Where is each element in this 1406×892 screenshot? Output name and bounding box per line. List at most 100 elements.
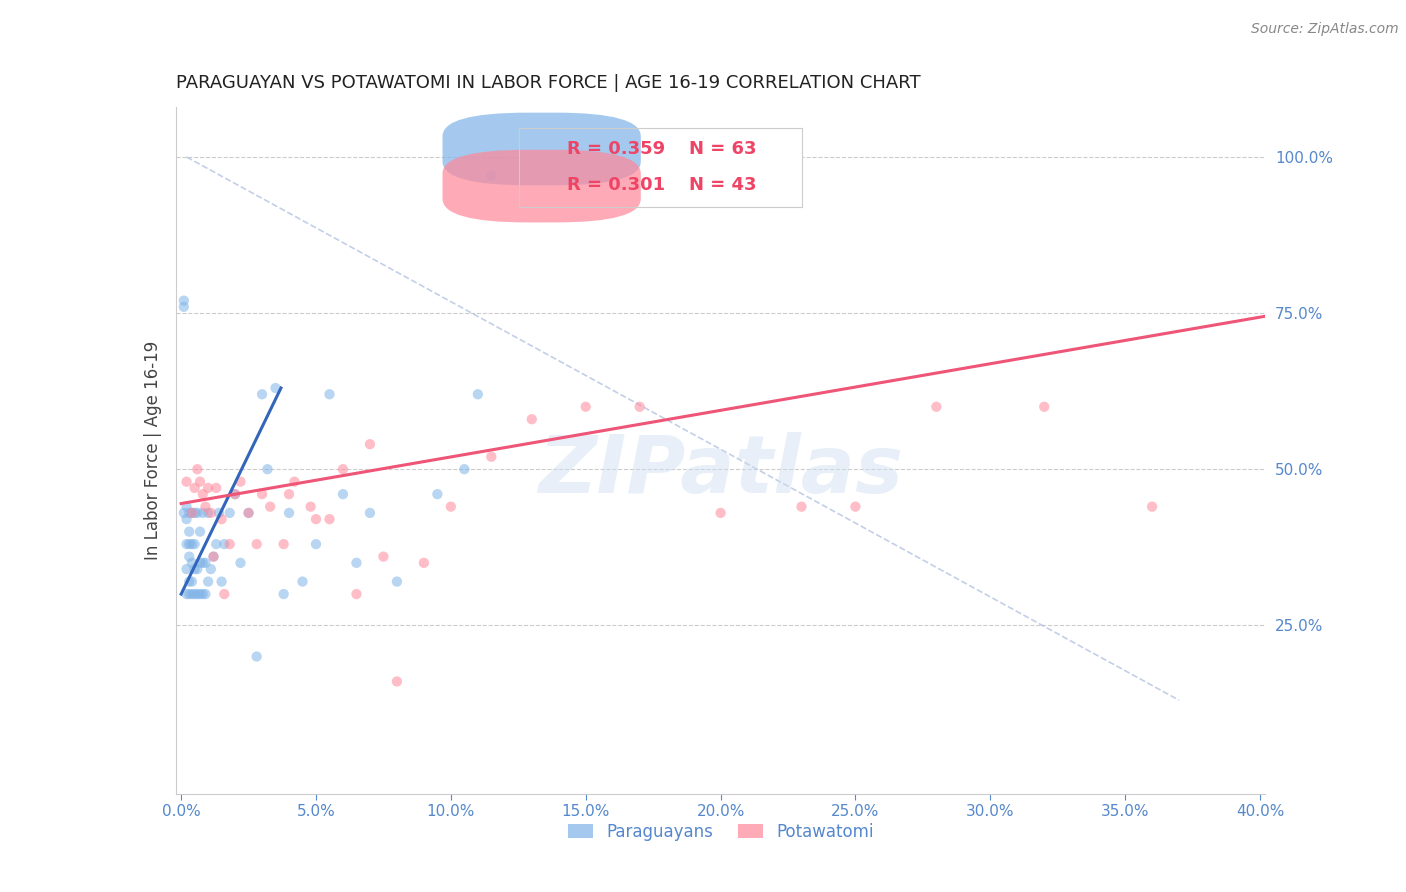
Point	[186, 562, 208, 576]
Point	[628, 400, 651, 414]
Point	[250, 487, 273, 501]
FancyBboxPatch shape	[443, 112, 641, 186]
Point	[256, 462, 278, 476]
Point	[318, 387, 340, 401]
Point	[183, 562, 205, 576]
Point	[186, 587, 208, 601]
Point	[305, 537, 328, 551]
Point	[246, 537, 269, 551]
Point	[1140, 500, 1163, 514]
Point	[299, 500, 322, 514]
Point	[179, 537, 201, 551]
Point	[291, 574, 314, 589]
Point	[479, 169, 502, 183]
Point	[214, 587, 236, 601]
Point	[183, 481, 205, 495]
Point	[191, 587, 214, 601]
Point	[179, 506, 201, 520]
Point	[373, 549, 395, 564]
Point	[208, 506, 231, 520]
Point	[332, 487, 354, 501]
Point	[229, 556, 252, 570]
Point	[176, 475, 198, 489]
Point	[176, 512, 198, 526]
Point	[197, 481, 219, 495]
Point	[346, 587, 368, 601]
Point	[412, 556, 434, 570]
Text: R = 0.359: R = 0.359	[567, 140, 665, 158]
Point	[224, 487, 246, 501]
Point	[283, 475, 305, 489]
Point	[191, 506, 214, 520]
Point	[179, 549, 201, 564]
Point	[278, 506, 301, 520]
Point	[925, 400, 948, 414]
Point	[264, 381, 287, 395]
FancyBboxPatch shape	[443, 150, 641, 222]
Point	[224, 487, 246, 501]
Point	[191, 556, 214, 570]
Point	[188, 587, 211, 601]
Point	[176, 587, 198, 601]
Point	[440, 500, 463, 514]
Point	[186, 462, 208, 476]
Point	[176, 500, 198, 514]
Point	[200, 506, 222, 520]
Point	[176, 562, 198, 576]
Point	[318, 512, 340, 526]
Point	[790, 500, 813, 514]
Text: R = 0.301: R = 0.301	[567, 177, 665, 194]
Point	[173, 506, 195, 520]
Point	[194, 556, 217, 570]
Point	[194, 500, 217, 514]
Point	[278, 487, 301, 501]
Point	[250, 387, 273, 401]
Point	[575, 400, 598, 414]
Point	[202, 549, 225, 564]
Point	[205, 537, 228, 551]
Point	[218, 537, 240, 551]
Point	[246, 649, 269, 664]
Point	[520, 412, 543, 426]
Point	[181, 537, 204, 551]
Point	[176, 537, 198, 551]
Point	[188, 556, 211, 570]
Point	[179, 524, 201, 539]
Point	[181, 587, 204, 601]
Point	[218, 506, 240, 520]
Point	[181, 506, 204, 520]
Point	[211, 574, 233, 589]
Point	[273, 537, 295, 551]
Text: ZIPatlas: ZIPatlas	[538, 432, 903, 510]
Point	[479, 450, 502, 464]
Text: Source: ZipAtlas.com: Source: ZipAtlas.com	[1251, 22, 1399, 37]
Text: N = 43: N = 43	[689, 177, 756, 194]
Point	[211, 512, 233, 526]
Point	[197, 574, 219, 589]
Point	[173, 293, 195, 308]
Point	[191, 487, 214, 501]
Point	[188, 524, 211, 539]
Point	[197, 506, 219, 520]
Point	[346, 556, 368, 570]
Point	[359, 506, 381, 520]
Point	[181, 506, 204, 520]
Point	[200, 562, 222, 576]
Point	[188, 475, 211, 489]
Point	[305, 512, 328, 526]
Point	[385, 674, 408, 689]
Point	[194, 587, 217, 601]
Point	[205, 481, 228, 495]
Point	[426, 487, 449, 501]
Point	[186, 506, 208, 520]
Text: PARAGUAYAN VS POTAWATOMI IN LABOR FORCE | AGE 16-19 CORRELATION CHART: PARAGUAYAN VS POTAWATOMI IN LABOR FORCE …	[176, 74, 921, 92]
Point	[385, 574, 408, 589]
Y-axis label: In Labor Force | Age 16-19: In Labor Force | Age 16-19	[143, 341, 162, 560]
Point	[183, 506, 205, 520]
Point	[181, 556, 204, 570]
Point	[1033, 400, 1056, 414]
Point	[710, 506, 733, 520]
Point	[453, 462, 475, 476]
Point	[238, 506, 260, 520]
Point	[202, 549, 225, 564]
